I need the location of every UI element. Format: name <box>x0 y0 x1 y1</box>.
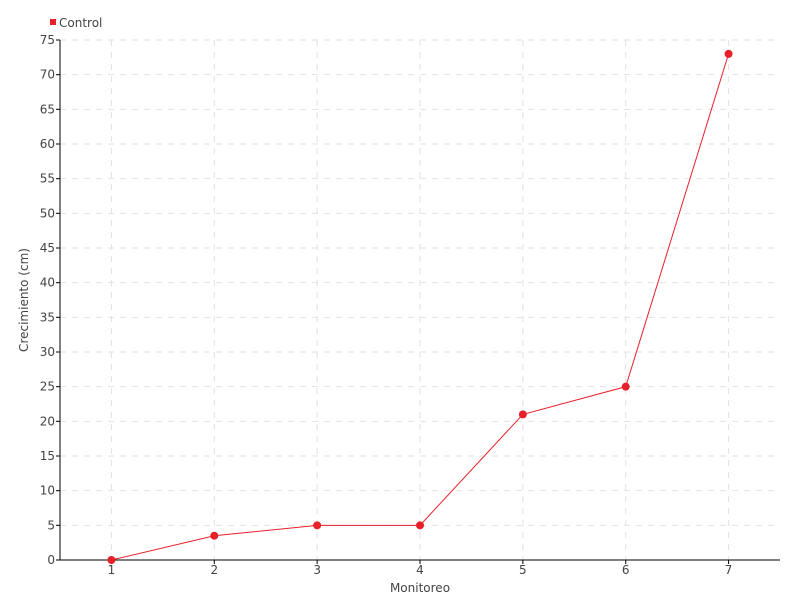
y-tick-label: 20 <box>40 414 55 428</box>
y-tick-label: 40 <box>40 276 55 290</box>
x-tick-label: 2 <box>210 563 218 577</box>
x-axis-ticks: 1 2 3 4 5 6 7 <box>108 560 733 577</box>
legend: Control <box>50 16 102 30</box>
x-tick-label: 4 <box>416 563 424 577</box>
data-point <box>107 556 116 564</box>
y-tick-label: 25 <box>40 380 55 394</box>
x-tick-label: 3 <box>313 563 321 577</box>
y-tick-label: 15 <box>40 449 55 463</box>
y-tick-label: 45 <box>40 241 55 255</box>
x-tick-label: 1 <box>108 563 116 577</box>
data-point <box>724 49 733 58</box>
y-tick-label: 50 <box>40 206 55 220</box>
grid <box>60 39 780 560</box>
legend-label: Control <box>59 16 102 30</box>
data-point <box>621 382 630 391</box>
x-axis-label: Monitoreo <box>390 581 450 595</box>
y-axis-ticks: 0 5 10 15 20 25 30 35 40 45 50 55 60 65 70 75 <box>40 33 60 567</box>
y-tick-label: 0 <box>47 553 55 567</box>
y-tick-label: 65 <box>40 102 55 116</box>
y-tick-label: 60 <box>40 137 55 151</box>
data-point <box>416 521 424 530</box>
x-tick-label: 5 <box>519 563 527 577</box>
y-axis-label: Crecimiento (cm) <box>17 248 31 352</box>
x-tick-label: 7 <box>725 563 733 577</box>
y-tick-label: 35 <box>40 310 55 324</box>
x-tick-label: 6 <box>622 563 630 577</box>
y-tick-label: 70 <box>40 68 55 82</box>
y-tick-label: 5 <box>47 518 55 532</box>
y-tick-label: 55 <box>40 172 55 186</box>
legend-swatch <box>50 19 56 25</box>
data-point <box>518 410 527 419</box>
y-tick-label: 10 <box>40 484 55 498</box>
y-tick-label: 30 <box>40 345 55 359</box>
y-tick-label: 75 <box>40 33 55 47</box>
series-layer <box>107 49 733 564</box>
data-point <box>210 531 219 540</box>
data-point <box>313 521 322 530</box>
